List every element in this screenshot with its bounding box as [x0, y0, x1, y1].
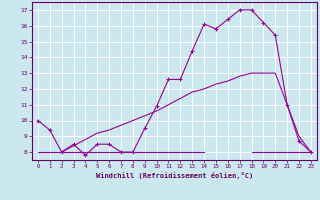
- X-axis label: Windchill (Refroidissement éolien,°C): Windchill (Refroidissement éolien,°C): [96, 172, 253, 179]
